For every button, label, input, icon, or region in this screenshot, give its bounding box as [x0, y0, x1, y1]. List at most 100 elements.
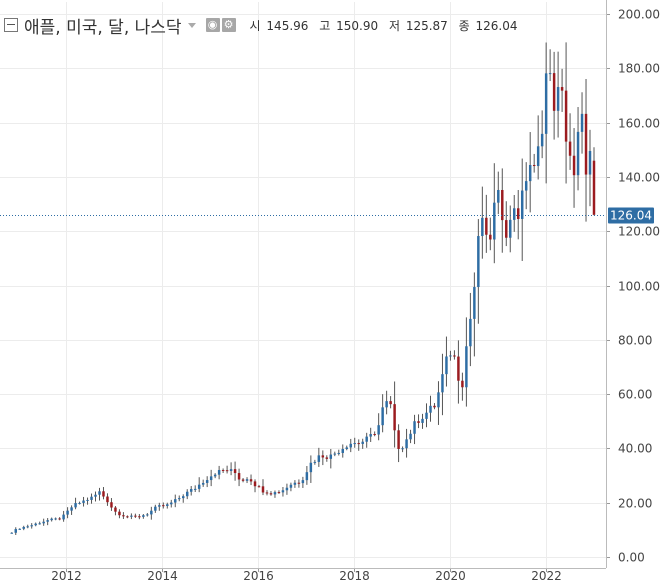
candle-body [580, 113, 584, 132]
candle-body [516, 208, 520, 219]
candle-body [369, 434, 372, 437]
candle-body [14, 529, 17, 533]
candle-body [209, 476, 213, 481]
last-price-label: 126.04 [610, 209, 652, 223]
candle-body [197, 484, 201, 489]
candle-body [289, 484, 293, 488]
dropdown-caret-icon[interactable] [187, 22, 196, 28]
candle-body [321, 455, 325, 458]
candle-body [182, 496, 185, 499]
candle-body [245, 479, 249, 481]
candle-body [273, 492, 277, 495]
y-axis: 0.00 20.00 40.00 60.00 80.00 100.00 120.00 140.… [606, 0, 660, 568]
candle-body [154, 506, 157, 511]
candle-body [385, 401, 388, 408]
y-tick-label: 120.00 [618, 225, 660, 239]
candle-body [102, 491, 105, 497]
symbol-title[interactable]: 애플, 미국, 달, 나스닥 [24, 17, 182, 38]
candle-body [261, 486, 265, 493]
candle-body [46, 520, 49, 522]
y-tick-label: 80.00 [618, 334, 652, 348]
candle-body [313, 461, 317, 463]
candle-body [429, 405, 432, 413]
open-value: 145.96 [266, 18, 309, 33]
candle-body [333, 453, 337, 455]
candle-body [584, 113, 588, 175]
candle-body [30, 525, 33, 527]
candle-body [576, 131, 580, 176]
candle-body [409, 433, 412, 440]
candle-body [233, 469, 237, 474]
candle-body [540, 133, 544, 147]
close-value: 126.04 [475, 18, 518, 33]
candle-body [257, 486, 261, 488]
x-tick-label: 2020 [435, 569, 466, 583]
candle-body [564, 90, 568, 142]
last-price-badge [608, 207, 654, 224]
x-tick-label: 2012 [51, 569, 82, 583]
y-tick-label: 140.00 [618, 171, 660, 185]
candle-body [253, 481, 257, 487]
x-axis: 2012 2014 2016 2018 2020 2022 [0, 568, 606, 583]
candle-body [489, 234, 492, 240]
collapse-icon[interactable] [4, 18, 18, 32]
y-tick-label: 60.00 [618, 388, 652, 402]
y-tick-label: 40.00 [618, 442, 652, 456]
candle-body [465, 346, 468, 388]
candle-body [513, 208, 516, 220]
candle-body [201, 482, 205, 485]
y-tick-label: 160.00 [618, 117, 660, 131]
candle-body [437, 392, 440, 408]
x-tick-label: 2014 [147, 569, 178, 583]
candle-body [485, 217, 488, 235]
candle-body [78, 502, 81, 504]
candle-body [536, 146, 540, 167]
candle-body [74, 503, 77, 508]
y-tick-label: 200.00 [618, 8, 660, 22]
candle-body [277, 492, 281, 494]
candle-body [325, 457, 329, 459]
candle-body [441, 374, 444, 393]
eye-icon[interactable]: ◉ [205, 18, 220, 32]
candle-body [42, 521, 45, 524]
candle-body [417, 421, 420, 423]
candle-body [158, 505, 161, 507]
candle-body [98, 491, 101, 495]
candle-body [305, 472, 309, 481]
candle-body [544, 73, 548, 134]
candle-body [86, 499, 89, 501]
candle-body [38, 523, 41, 525]
candle-body [413, 421, 416, 434]
candle-body [118, 511, 121, 516]
candle-body [524, 181, 528, 191]
candle-body [461, 380, 464, 388]
candle-body [405, 439, 408, 449]
candle-body [381, 407, 384, 426]
candle-body [345, 447, 348, 449]
high-value: 150.90 [336, 18, 379, 33]
candle-body [205, 480, 209, 483]
candle-body [138, 516, 141, 518]
chart-legend-header: 애플, 미국, 달, 나스닥 ◉ ⚙ 시 145.96 고 150.90 저 1… [4, 12, 525, 38]
candle-body [122, 515, 125, 517]
candle-body [453, 355, 456, 357]
candle-body [50, 518, 53, 521]
candle-body [193, 488, 197, 490]
candle-body [365, 436, 368, 442]
candle-body [548, 73, 552, 75]
candle-body [552, 73, 556, 111]
candle-body [397, 430, 400, 449]
candle-body [421, 418, 424, 423]
candle-body [90, 496, 93, 500]
gear-icon[interactable]: ⚙ [221, 18, 236, 32]
candle-body [377, 425, 380, 435]
candle-body [532, 165, 536, 167]
candle-body [497, 189, 500, 203]
candle-body [560, 87, 564, 91]
candle-body [433, 405, 436, 408]
candle-body [217, 470, 221, 475]
candle-body [329, 454, 333, 459]
candle-body [162, 505, 165, 507]
candle-body [265, 492, 269, 494]
